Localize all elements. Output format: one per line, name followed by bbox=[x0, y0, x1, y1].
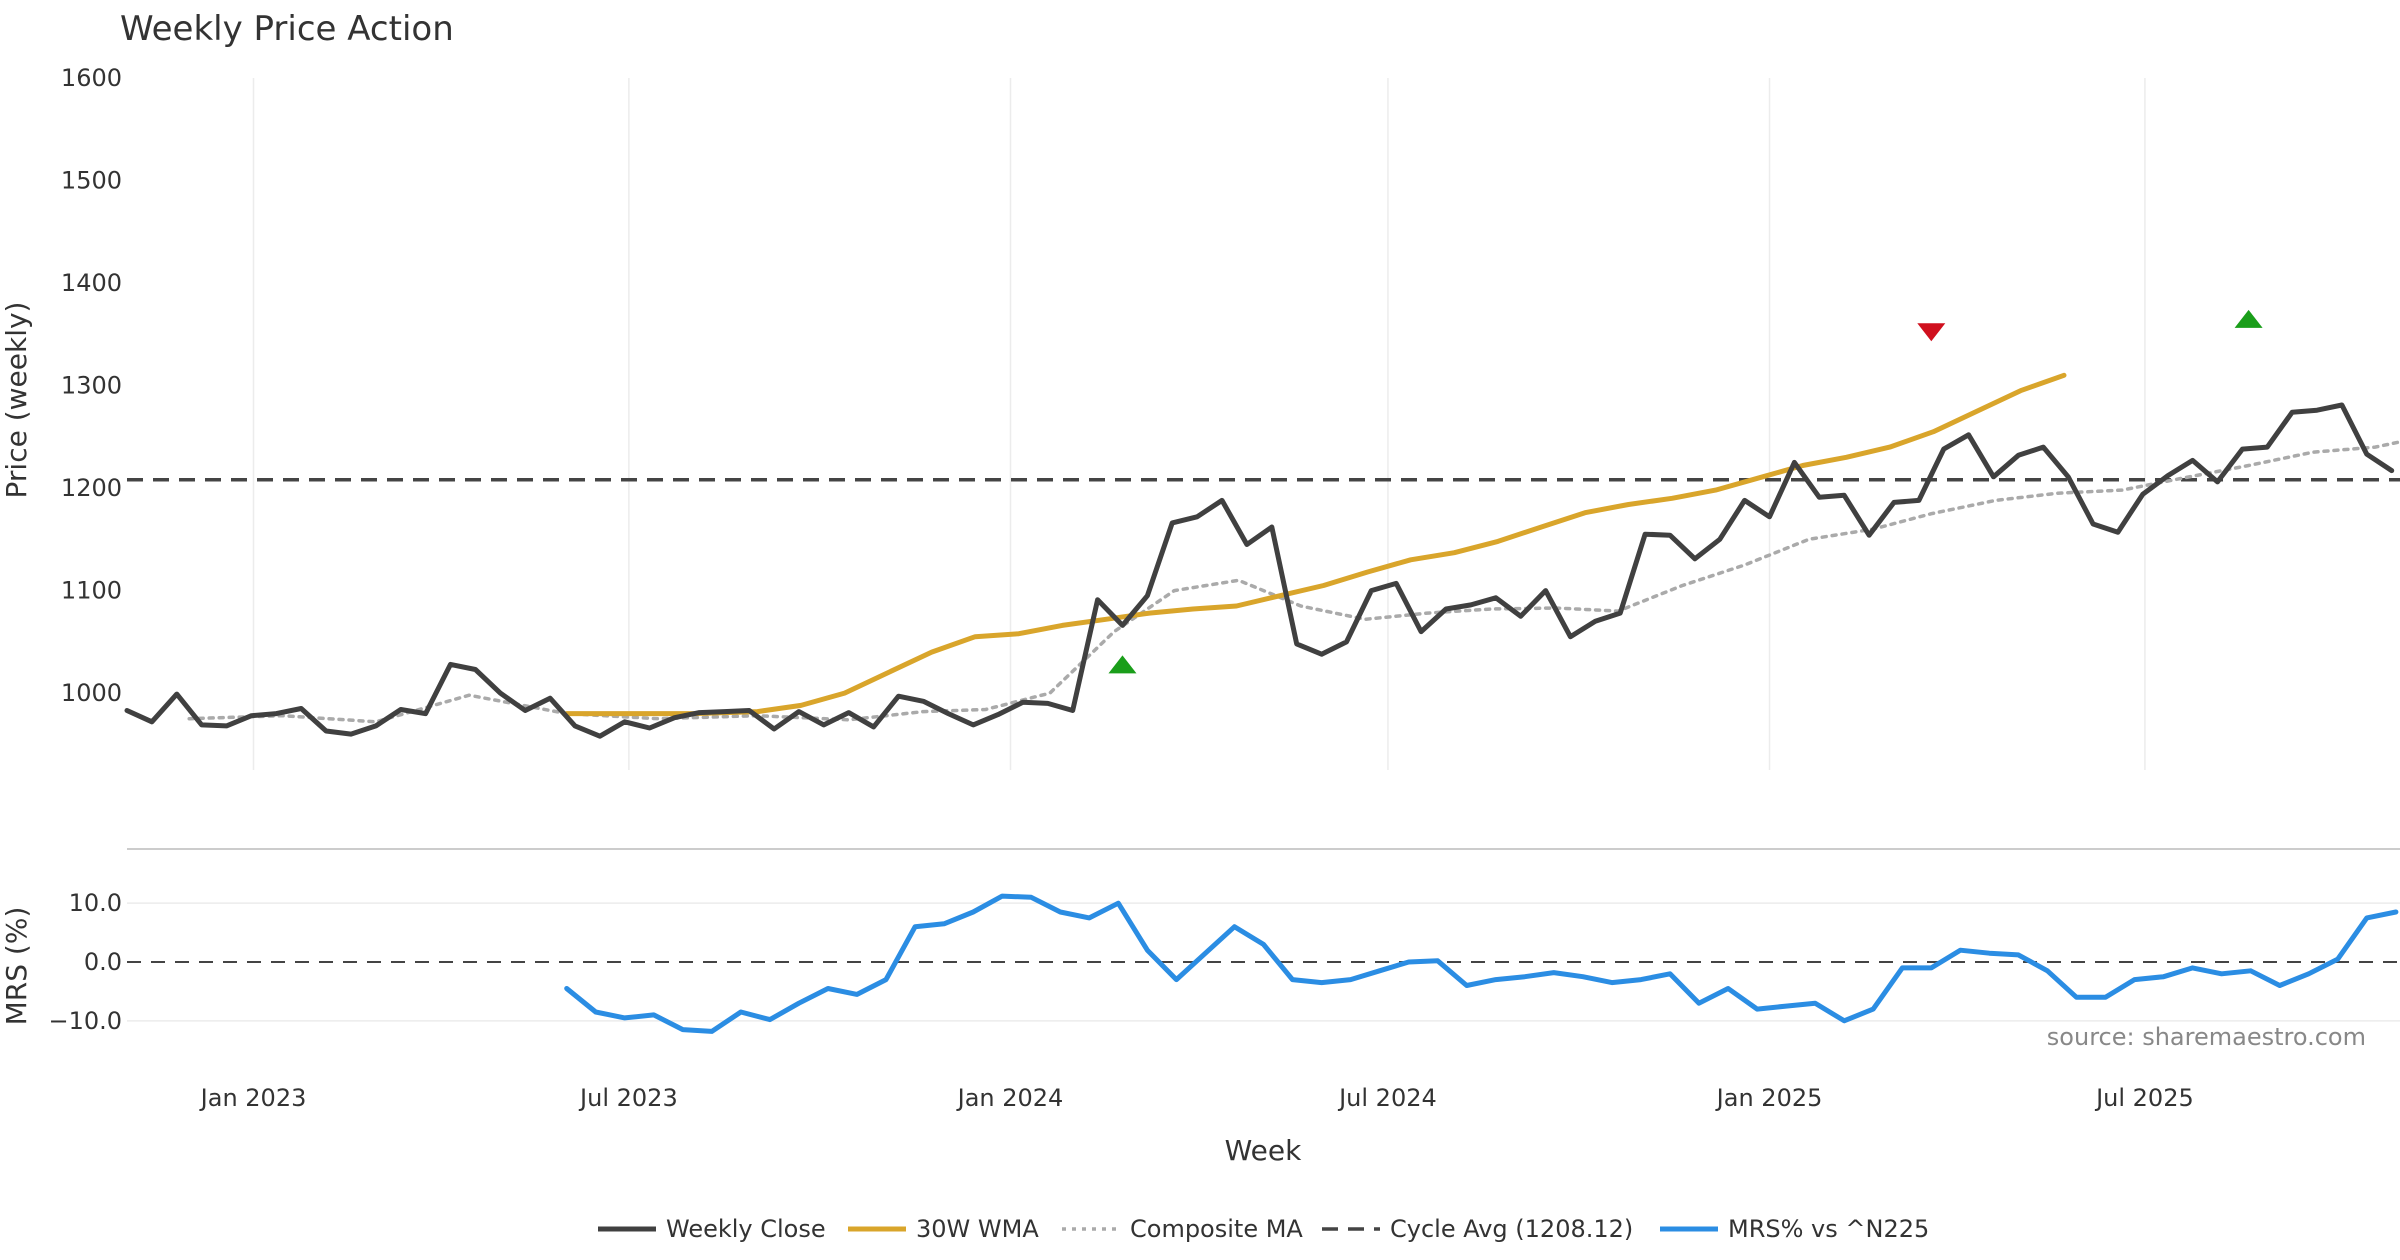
legend-label: Cycle Avg (1208.12) bbox=[1390, 1215, 1633, 1243]
price-y-tick-label: 1600 bbox=[61, 64, 122, 92]
price-y-tick-label: 1000 bbox=[61, 679, 122, 707]
price-y-tick-label: 1400 bbox=[61, 269, 122, 297]
x-tick-label: Jul 2023 bbox=[578, 1084, 678, 1112]
x-tick-label: Jul 2025 bbox=[2094, 1084, 2194, 1112]
series-line-composite-ma bbox=[187, 440, 2400, 724]
price-series-group bbox=[124, 372, 2400, 739]
legend-label: Weekly Close bbox=[666, 1215, 826, 1243]
series-line-mrs bbox=[564, 893, 2399, 1034]
mrs-y-axis-label: MRS (%) bbox=[0, 907, 33, 1026]
x-axis-label: Week bbox=[1225, 1134, 1302, 1167]
legend-label: Composite MA bbox=[1130, 1215, 1303, 1243]
x-tick-label: Jan 2024 bbox=[956, 1084, 1064, 1112]
x-tick-label: Jul 2024 bbox=[1337, 1084, 1437, 1112]
sell-signal-marker bbox=[1917, 323, 1946, 342]
price-y-tick-label: 1300 bbox=[61, 372, 122, 400]
mrs-y-ticks: −10.0 0.0 10.0 bbox=[48, 889, 122, 1035]
mrs-y-tick-label: 0.0 bbox=[84, 948, 122, 976]
x-axis-ticks: Jan 2023 Jul 2023 Jan 2024 Jul 2024 Jan 2025… bbox=[199, 1084, 2194, 1112]
buy-signal-marker bbox=[1108, 655, 1137, 674]
price-gridlines bbox=[252, 78, 2146, 770]
mrs-gridlines bbox=[127, 902, 2400, 1022]
price-y-tick-label: 1100 bbox=[61, 577, 122, 605]
source-credit: source: sharemaestro.com bbox=[2047, 1023, 2366, 1051]
price-y-tick-label: 1200 bbox=[61, 474, 122, 502]
mrs-series-group bbox=[564, 893, 2399, 1034]
mrs-y-tick-label: 10.0 bbox=[69, 889, 122, 917]
price-y-ticks: 1000 1100 1200 1300 1400 1500 1600 bbox=[61, 64, 122, 707]
mrs-y-tick-label: −10.0 bbox=[48, 1007, 122, 1035]
price-y-tick-label: 1500 bbox=[61, 167, 122, 195]
x-tick-label: Jan 2023 bbox=[199, 1084, 307, 1112]
legend-label: 30W WMA bbox=[916, 1215, 1039, 1243]
chart-title: Weekly Price Action bbox=[120, 9, 454, 49]
buy-signal-marker bbox=[2234, 309, 2263, 328]
legend-label: MRS% vs ^N225 bbox=[1728, 1215, 1929, 1243]
series-line-weekly-close bbox=[124, 402, 2395, 739]
price-y-axis-label: Price (weekly) bbox=[0, 302, 33, 499]
x-tick-label: Jan 2025 bbox=[1715, 1084, 1823, 1112]
legend: Weekly Close 30W WMA Composite MA Cycle Avg… bbox=[598, 1215, 1929, 1243]
signal-markers bbox=[1108, 309, 2263, 674]
series-line-30w-wma bbox=[564, 372, 2067, 717]
